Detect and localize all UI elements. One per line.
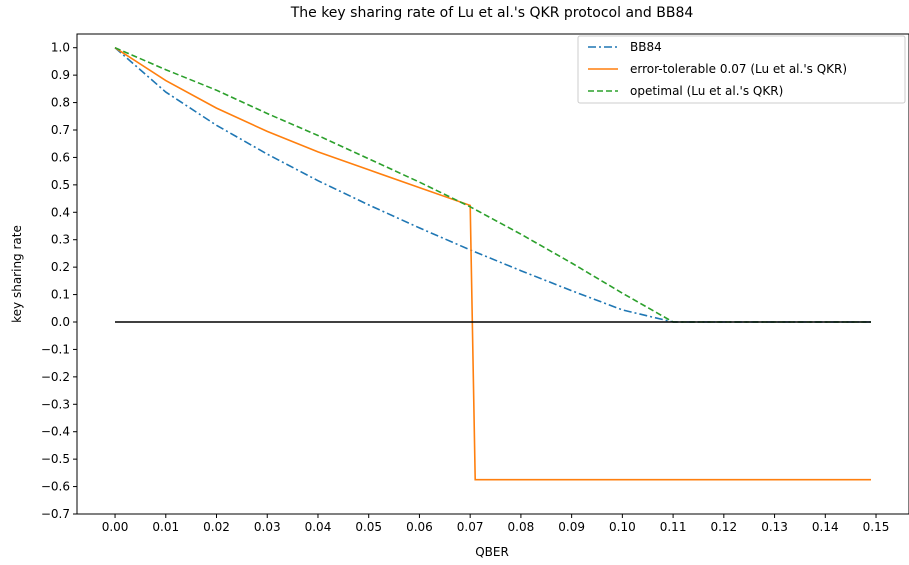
x-tick-label: 0.14 [812, 520, 839, 534]
y-tick-label: 0.3 [51, 233, 70, 247]
y-tick-label: 0.9 [51, 68, 70, 82]
legend: BB84 error-tolerable 0.07 (Lu et al.'s QK… [577, 35, 906, 104]
x-tick-label: 0.00 [102, 520, 129, 534]
x-axis: 0.00 0.01 0.02 0.03 0.04 0.05 0.06 0.07 0.08 0.09… [102, 514, 890, 534]
plot-frame [76, 33, 909, 515]
x-tick-label: 0.08 [508, 520, 535, 534]
y-axis: 1.0 0.9 0.8 0.7 0.6 0.5 0.4 0.3 0.2 0.1 0.0 −0.1 −0.… [41, 41, 77, 521]
x-tick-label: 0.13 [761, 520, 788, 534]
y-tick-label: 0.5 [51, 178, 70, 192]
x-tick-label: 0.01 [152, 520, 179, 534]
y-tick-label: 0.1 [51, 288, 70, 302]
series-lines [114, 46, 871, 481]
x-tick-label: 0.10 [609, 520, 636, 534]
x-axis-label: QBER [475, 545, 509, 559]
x-tick-label: 0.02 [203, 520, 230, 534]
y-axis-label: key sharing rate [10, 225, 24, 323]
y-tick-label: −0.2 [41, 370, 70, 384]
y-tick-label: 0.4 [51, 205, 70, 219]
legend-label: error-tolerable 0.07 (Lu et al.'s QKR) [630, 62, 847, 76]
y-tick-label: −0.6 [41, 480, 70, 494]
x-tick-label: 0.11 [660, 520, 687, 534]
x-tick-label: 0.07 [457, 520, 484, 534]
y-tick-label: 1.0 [51, 41, 70, 55]
y-tick-label: −0.1 [41, 342, 70, 356]
y-tick-label: 0.2 [51, 260, 70, 274]
legend-box [577, 35, 906, 104]
y-tick-label: −0.5 [41, 452, 70, 466]
series-line-2 [114, 47, 871, 481]
x-tick-label: 0.15 [863, 520, 890, 534]
y-tick-label: −0.4 [41, 425, 70, 439]
legend-label: opetimal (Lu et al.'s QKR) [630, 84, 783, 98]
x-tick-label: 0.12 [710, 520, 737, 534]
legend-label: BB84 [630, 40, 662, 54]
x-tick-label: 0.03 [254, 520, 281, 534]
x-tick-label: 0.06 [406, 520, 433, 534]
y-tick-label: 0.7 [51, 123, 70, 137]
chart-title: The key sharing rate of Lu et al.'s QKR … [290, 5, 694, 21]
x-tick-label: 0.05 [355, 520, 382, 534]
y-tick-label: 0.6 [51, 150, 70, 164]
y-tick-label: −0.3 [41, 397, 70, 411]
x-tick-label: 0.04 [305, 520, 332, 534]
y-tick-label: −0.7 [41, 507, 70, 521]
y-tick-label: 0.0 [51, 315, 70, 329]
series-line-1 [114, 47, 871, 323]
x-tick-label: 0.09 [558, 520, 585, 534]
y-tick-label: 0.8 [51, 96, 70, 110]
